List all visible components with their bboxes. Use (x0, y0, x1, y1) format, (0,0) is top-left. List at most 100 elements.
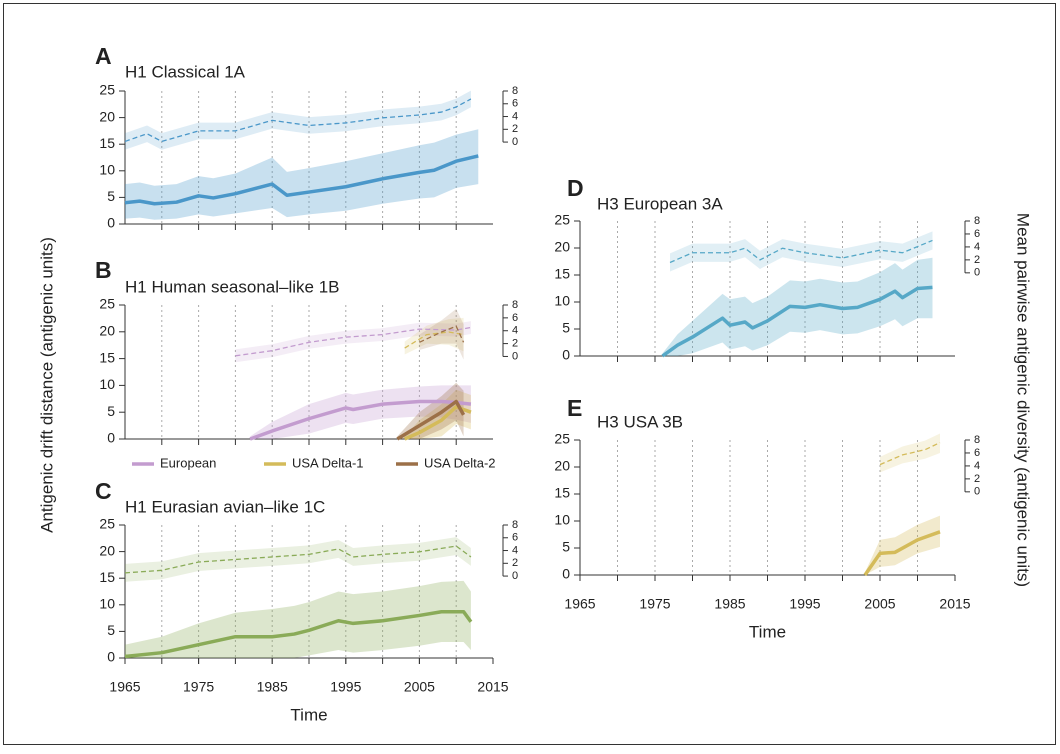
panel-letter: C (95, 478, 112, 504)
legend-label: USA Delta-2 (424, 455, 496, 470)
confidence-band (125, 90, 471, 150)
confidence-band (125, 580, 471, 658)
y-tick-label: 10 (554, 512, 570, 528)
panel-title: H3 European 3A (597, 194, 723, 213)
y2-tick-label: 6 (512, 98, 518, 110)
diversity-line (419, 325, 465, 343)
y2-tick-label: 0 (512, 350, 518, 362)
diversity-line (235, 326, 472, 357)
y-tick-label: 5 (107, 403, 115, 419)
frame (3, 3, 1056, 745)
y2-tick-label: 6 (974, 447, 980, 459)
x-tick-label: 2005 (864, 596, 895, 612)
y-tick-label: 25 (554, 431, 570, 447)
diversity-line (124, 98, 472, 143)
diversity-line (669, 239, 933, 264)
y-tick-label: 0 (107, 649, 115, 665)
y-tick-label: 20 (554, 458, 570, 474)
x-tick-label: 2015 (939, 596, 970, 612)
confidence-band (125, 537, 471, 582)
y2-tick-label: 4 (512, 544, 518, 556)
y2-tick-label: 2 (974, 473, 980, 485)
y-tick-label: 15 (554, 266, 570, 282)
panel-title: H1 Human seasonal–like 1B (125, 277, 340, 296)
confidence-band (397, 382, 464, 439)
y-tick-label: 10 (99, 596, 115, 612)
legend-label: European (160, 455, 216, 470)
y-axis-label: Antigenic drift distance (antigenic unit… (37, 237, 56, 533)
y-tick-label: 15 (554, 485, 570, 501)
drift-line (396, 399, 466, 441)
confidence-band (419, 308, 464, 360)
panel-title: H3 USA 3B (597, 412, 683, 431)
y-tick-label: 20 (554, 239, 570, 255)
y2-tick-label: 2 (512, 337, 518, 349)
x-axis-label: Time (290, 705, 327, 724)
x-axis-label: Time (749, 622, 786, 641)
panel-title: H1 Eurasian avian–like 1C (125, 497, 325, 516)
drift-line (661, 285, 933, 358)
diversity-line (879, 442, 941, 466)
x-tick-label: 1985 (714, 596, 745, 612)
drift-line (249, 399, 472, 441)
y-tick-label: 20 (99, 323, 115, 339)
diversity-line (124, 545, 472, 574)
drift-line (124, 609, 473, 659)
y-tick-label: 15 (99, 349, 115, 365)
x-tick-label: 1975 (639, 596, 670, 612)
drift-line (124, 154, 479, 206)
drift-line (863, 530, 941, 576)
y-tick-label: 5 (562, 320, 570, 336)
y-tick-label: 20 (99, 542, 115, 558)
y-tick-label: 0 (562, 566, 570, 582)
y-tick-label: 0 (562, 347, 570, 363)
y-tick-label: 0 (107, 215, 115, 231)
confidence-band (865, 515, 940, 575)
x-tick-label: 1965 (109, 679, 140, 695)
y2-tick-label: 0 (512, 136, 518, 148)
y2-tick-label: 6 (512, 532, 518, 544)
y2-tick-label: 8 (512, 519, 518, 531)
y2-tick-label: 2 (512, 123, 518, 135)
panel-title: H1 Classical 1A (125, 62, 246, 81)
confidence-band (235, 321, 471, 363)
y2-tick-label: 8 (512, 299, 518, 311)
y-tick-label: 15 (99, 569, 115, 585)
x-tick-label: 1995 (789, 596, 820, 612)
y2-tick-label: 4 (974, 460, 980, 472)
x-tick-label: 2015 (477, 679, 508, 695)
y2-tick-label: 0 (974, 267, 980, 279)
y2-tick-label: 0 (974, 486, 980, 498)
y2-tick-label: 2 (974, 254, 980, 266)
x-tick-label: 1985 (257, 679, 288, 695)
y-tick-label: 20 (99, 108, 115, 124)
legend-label: USA Delta-1 (292, 455, 364, 470)
y2-tick-label: 6 (512, 312, 518, 324)
y2-tick-label: 0 (512, 570, 518, 582)
y2-tick-label: 2 (512, 557, 518, 569)
y-tick-label: 25 (554, 212, 570, 228)
y2-axis-label: Mean pairwise antigenic diversity (antig… (1014, 213, 1033, 587)
x-tick-label: 2005 (404, 679, 435, 695)
y-tick-label: 5 (107, 622, 115, 638)
y-tick-label: 25 (99, 516, 115, 532)
y-tick-label: 15 (99, 135, 115, 151)
y2-tick-label: 4 (512, 325, 518, 337)
x-tick-label: 1975 (183, 679, 214, 695)
y-tick-label: 5 (562, 539, 570, 555)
y-tick-label: 0 (107, 430, 115, 446)
x-tick-label: 1995 (330, 679, 361, 695)
y2-tick-label: 8 (974, 215, 980, 227)
panel-letter: D (567, 175, 584, 201)
y-tick-label: 10 (554, 293, 570, 309)
y2-tick-label: 4 (974, 241, 980, 253)
y-tick-label: 10 (99, 162, 115, 178)
y2-tick-label: 8 (512, 85, 518, 97)
y2-tick-label: 6 (974, 228, 980, 240)
y-tick-label: 5 (107, 188, 115, 204)
y-tick-label: 25 (99, 296, 115, 312)
y2-tick-label: 4 (512, 110, 518, 122)
panel-letter: E (567, 395, 582, 421)
